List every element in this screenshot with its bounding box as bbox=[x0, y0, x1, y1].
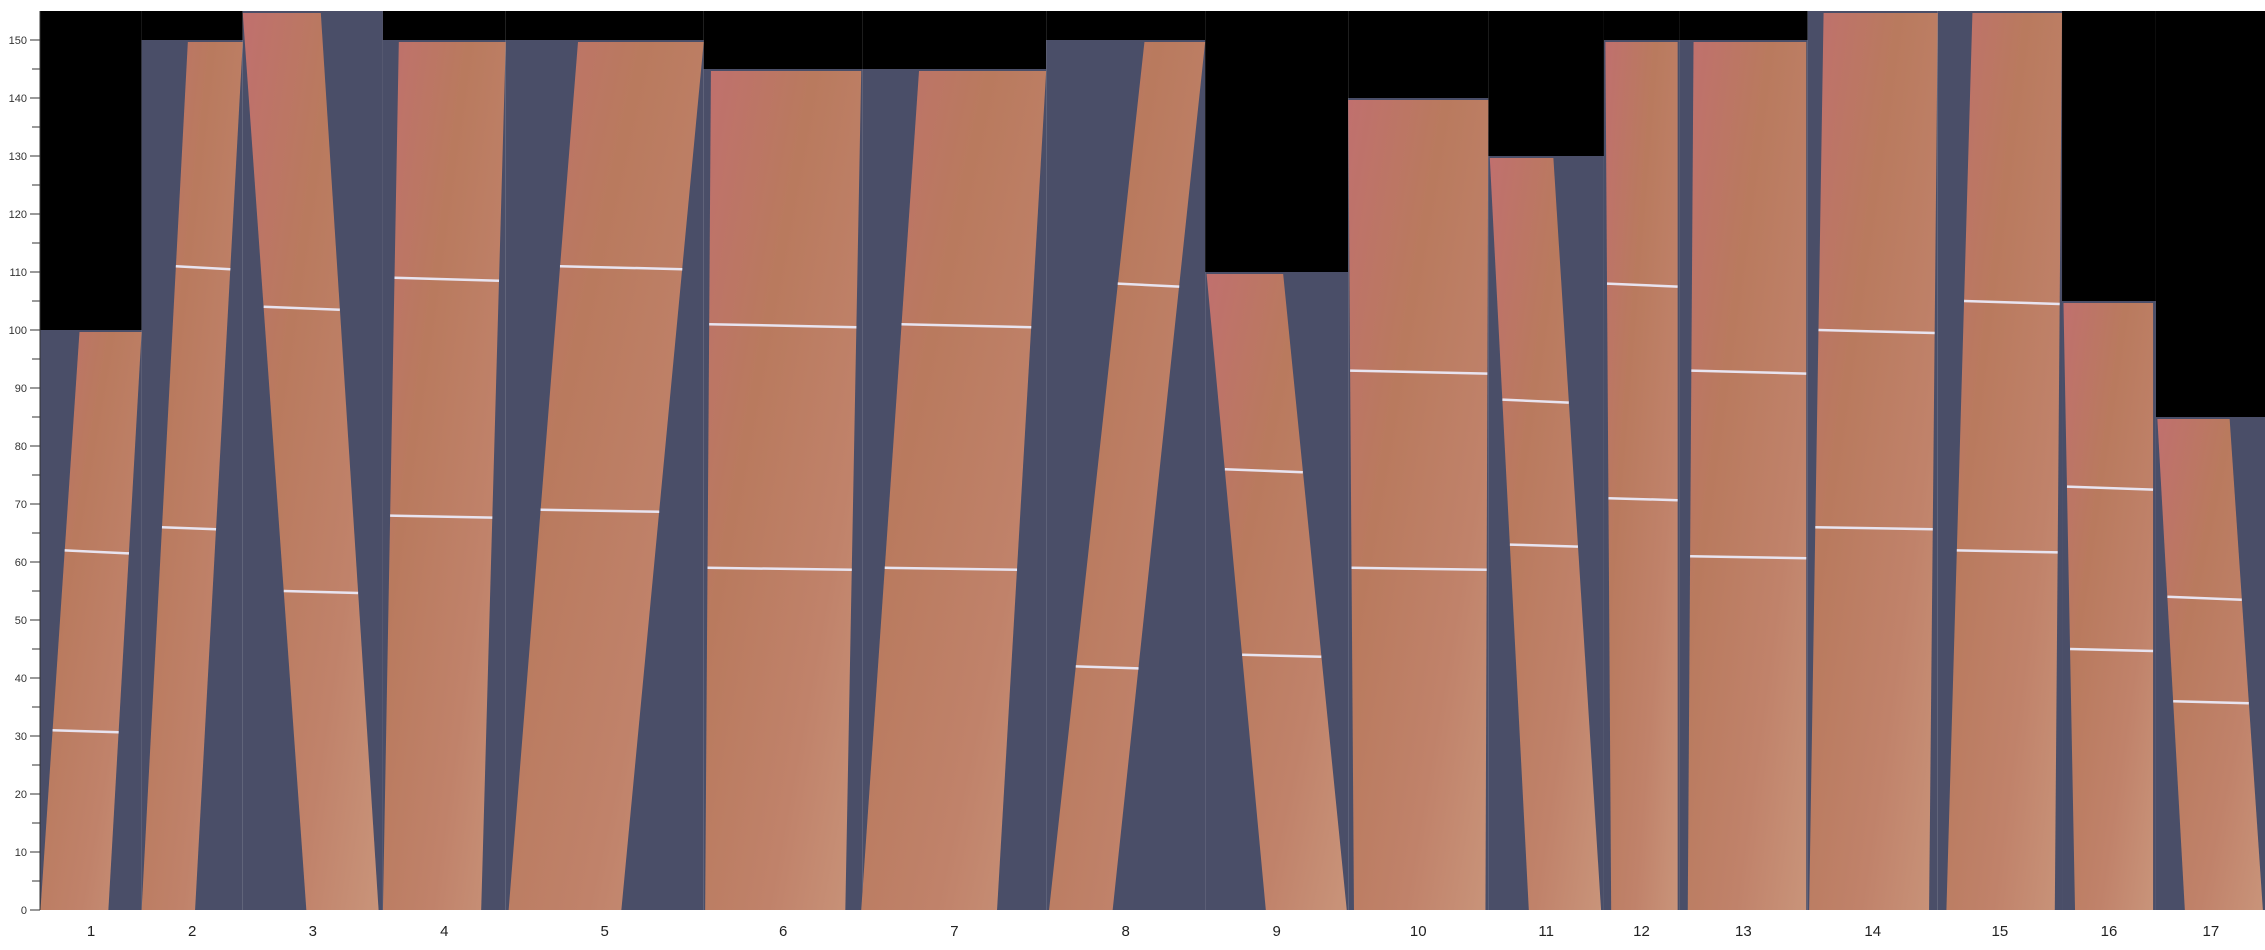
board-6 bbox=[705, 71, 862, 910]
board-7 bbox=[861, 71, 1047, 910]
cut-mark bbox=[1815, 525, 1933, 531]
cut-mark bbox=[283, 589, 359, 595]
board-10 bbox=[1348, 100, 1489, 910]
x-tick-label: 15 bbox=[1992, 923, 2009, 940]
cut-mark bbox=[559, 264, 683, 271]
cut-mark bbox=[1350, 369, 1488, 375]
cut-mark bbox=[1691, 369, 1807, 375]
x-tick-label: 3 bbox=[309, 923, 317, 940]
cut-mark bbox=[161, 525, 217, 531]
y-tick-label: 10 bbox=[15, 847, 27, 859]
y-tick-label: 120 bbox=[9, 209, 27, 221]
cut-mark bbox=[1502, 398, 1569, 404]
x-tick-label: 13 bbox=[1735, 923, 1752, 940]
cut-mark bbox=[901, 322, 1032, 329]
cut-mark bbox=[1963, 299, 2060, 306]
empty-region-2 bbox=[141, 11, 243, 40]
empty-region-17 bbox=[2155, 11, 2265, 417]
cut-mark bbox=[1690, 554, 1807, 560]
cut-mark bbox=[263, 305, 340, 312]
board-4 bbox=[382, 42, 506, 910]
y-tick-label: 70 bbox=[15, 499, 27, 511]
cut-mark bbox=[1818, 328, 1935, 335]
board-17 bbox=[2157, 419, 2263, 910]
cut-mark bbox=[52, 728, 119, 734]
board-12 bbox=[1605, 42, 1678, 910]
cut-mark bbox=[1956, 549, 2058, 554]
x-tick-label: 2 bbox=[188, 923, 196, 940]
empty-region-7 bbox=[862, 11, 1047, 69]
y-tick-label: 110 bbox=[9, 267, 27, 279]
board-8 bbox=[1049, 42, 1206, 910]
empty-region-8 bbox=[1046, 11, 1206, 40]
cut-mark bbox=[709, 322, 857, 329]
x-tick-label: 11 bbox=[1538, 923, 1554, 940]
cut-mark bbox=[2167, 595, 2242, 602]
cut-mark bbox=[1606, 282, 1678, 288]
y-tick-label: 50 bbox=[15, 615, 27, 627]
x-tick-label: 10 bbox=[1410, 923, 1427, 940]
x-tick-label: 9 bbox=[1272, 923, 1280, 940]
y-tick-label: 100 bbox=[9, 325, 27, 337]
board-16 bbox=[2063, 303, 2154, 910]
empty-region-12 bbox=[1603, 11, 1680, 40]
x-tick-label: 8 bbox=[1121, 923, 1129, 940]
x-tick-label: 12 bbox=[1633, 923, 1650, 940]
cut-mark bbox=[1224, 467, 1303, 474]
cut-mark bbox=[175, 264, 231, 271]
cut-mark bbox=[540, 508, 660, 514]
cut-mark bbox=[707, 566, 852, 572]
board-3 bbox=[242, 13, 379, 910]
empty-region-10 bbox=[1348, 11, 1489, 98]
empty-region-6 bbox=[703, 11, 863, 69]
board-5 bbox=[508, 42, 704, 910]
x-tick-label: 5 bbox=[601, 923, 609, 940]
y-tick-label: 20 bbox=[15, 789, 27, 801]
x-tick-label: 7 bbox=[950, 923, 958, 940]
empty-region-4 bbox=[382, 11, 506, 40]
empty-region-1 bbox=[40, 11, 142, 330]
x-tick-label: 4 bbox=[440, 923, 448, 940]
cut-mark bbox=[2066, 485, 2154, 491]
cut-mark bbox=[1117, 282, 1180, 288]
y-tick-label: 30 bbox=[15, 731, 27, 743]
y-tick-label: 80 bbox=[15, 441, 27, 453]
empty-region-13 bbox=[1679, 11, 1808, 40]
y-tick-label: 130 bbox=[9, 151, 27, 163]
x-tick-label: 14 bbox=[1864, 923, 1881, 940]
empty-region-11 bbox=[1488, 11, 1604, 156]
cut-mark bbox=[64, 549, 130, 555]
empty-region-16 bbox=[2062, 11, 2156, 301]
board-11 bbox=[1489, 158, 1602, 910]
cut-mark bbox=[1608, 496, 1678, 502]
cut-mark bbox=[390, 514, 493, 519]
cut-mark bbox=[394, 276, 500, 283]
board-2 bbox=[141, 42, 243, 910]
cut-mark bbox=[2070, 647, 2154, 653]
x-tick-label: 17 bbox=[2203, 923, 2220, 940]
board-9 bbox=[1206, 274, 1347, 910]
x-tick-label: 1 bbox=[87, 923, 95, 940]
y-tick-label: 40 bbox=[15, 673, 27, 685]
cut-mark bbox=[1351, 566, 1487, 572]
cut-mark bbox=[884, 566, 1018, 572]
empty-region-5 bbox=[505, 11, 704, 40]
cut-mark bbox=[1509, 543, 1578, 548]
cut-mark bbox=[1075, 665, 1139, 670]
board-1 bbox=[40, 332, 142, 910]
y-tick-label: 60 bbox=[15, 557, 27, 569]
board-13 bbox=[1687, 42, 1807, 910]
y-tick-label: 0 bbox=[21, 905, 27, 917]
cut-mark bbox=[2173, 699, 2249, 705]
board-15 bbox=[1946, 13, 2063, 910]
y-tick-label: 90 bbox=[15, 383, 27, 395]
y-tick-label: 150 bbox=[9, 35, 27, 47]
board-14 bbox=[1809, 13, 1938, 910]
y-tick-label: 140 bbox=[9, 93, 27, 105]
empty-region-9 bbox=[1205, 11, 1349, 272]
x-tick-label: 6 bbox=[779, 923, 787, 940]
cut-mark bbox=[1242, 653, 1322, 659]
x-tick-label: 16 bbox=[2101, 923, 2118, 940]
